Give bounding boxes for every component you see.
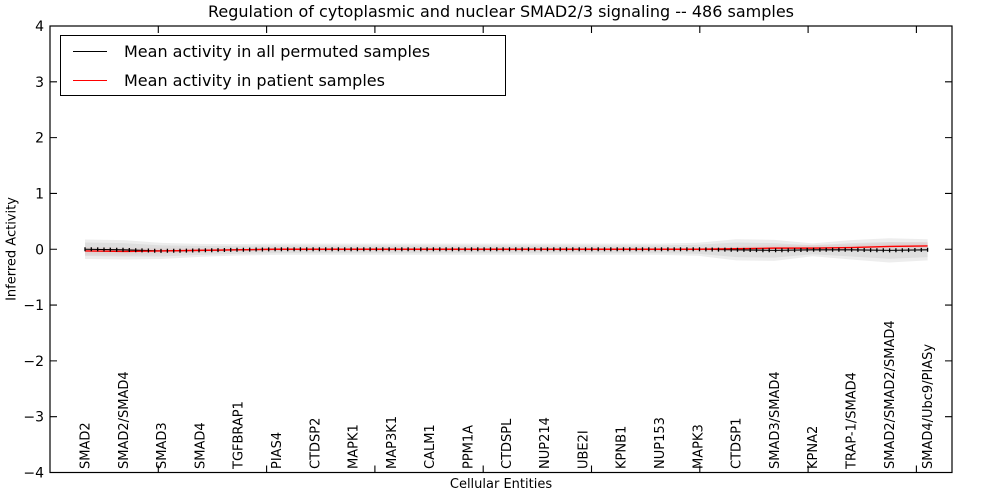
y-tick-labels: 4 3 2 1 0 −1 −2 −3 −4: [23, 19, 44, 482]
y-tick-label: −4: [23, 466, 44, 482]
y-tick-label: 4: [35, 19, 44, 35]
x-category-label: TGFBRAP1: [232, 401, 247, 470]
axis-ticks: [50, 25, 952, 474]
x-category-label: MAPK1: [347, 424, 362, 469]
x-category-label: KPNA2: [806, 426, 821, 469]
x-category-label: NUP153: [653, 417, 668, 469]
x-category-label: CTDSP2: [308, 418, 323, 469]
data-point-markers: [84, 247, 929, 253]
y-tick-label: 2: [35, 131, 44, 147]
x-category-label: CTDSP1: [730, 418, 745, 469]
x-category-label: TRAP-1/SMAD4: [845, 372, 860, 470]
y-tick-label: −2: [23, 354, 44, 370]
x-category-label: SMAD4/Ubc9/PIASy: [921, 344, 936, 469]
x-category-label: SMAD2/SMAD2/SMAD4: [883, 320, 898, 469]
x-category-label: SMAD3/SMAD4: [768, 371, 783, 469]
red-line-swatch: [73, 79, 107, 81]
x-axis-title: Cellular Entities: [449, 477, 553, 492]
x-category-label: CTDSPL: [500, 418, 515, 469]
y-tick-label: −1: [23, 298, 44, 314]
x-category-label: NUP214: [538, 417, 553, 469]
legend: Mean activity in all permuted samples Me…: [60, 35, 506, 96]
x-category-label: SMAD2: [79, 422, 94, 469]
x-category-label: CALM1: [423, 424, 438, 469]
x-category-label: SMAD4: [193, 422, 208, 469]
legend-entry-patient: Mean activity in patient samples: [61, 66, 505, 94]
y-tick-label: −3: [23, 410, 44, 426]
legend-entry-permuted: Mean activity in all permuted samples: [61, 37, 505, 65]
y-tick-label: 0: [35, 242, 44, 258]
y-axis-title: Inferred Activity: [4, 197, 20, 301]
chart-title: Regulation of cytoplasmic and nuclear SM…: [207, 2, 795, 21]
x-category-label: PPM1A: [462, 425, 477, 469]
x-category-labels: SMAD2 SMAD2/SMAD4 SMAD3 SMAD4 TGFBRAP1 PIAS4 C…: [79, 320, 937, 470]
y-tick-label: 3: [35, 75, 44, 91]
black-line-swatch: [73, 50, 107, 52]
y-tick-label: 1: [35, 186, 44, 202]
x-category-label: MAPK3: [691, 424, 706, 469]
legend-label: Mean activity in patient samples: [124, 70, 385, 90]
x-category-label: UBE2I: [576, 430, 591, 469]
series-lines: [84, 245, 928, 253]
legend-label: Mean activity in all permuted samples: [124, 41, 431, 61]
x-category-label: PIAS4: [270, 432, 285, 469]
x-category-label: SMAD3: [155, 422, 170, 469]
x-category-label: SMAD2/SMAD4: [117, 371, 132, 469]
x-category-label: MAP3K1: [385, 416, 400, 469]
x-category-label: KPNB1: [615, 426, 630, 469]
